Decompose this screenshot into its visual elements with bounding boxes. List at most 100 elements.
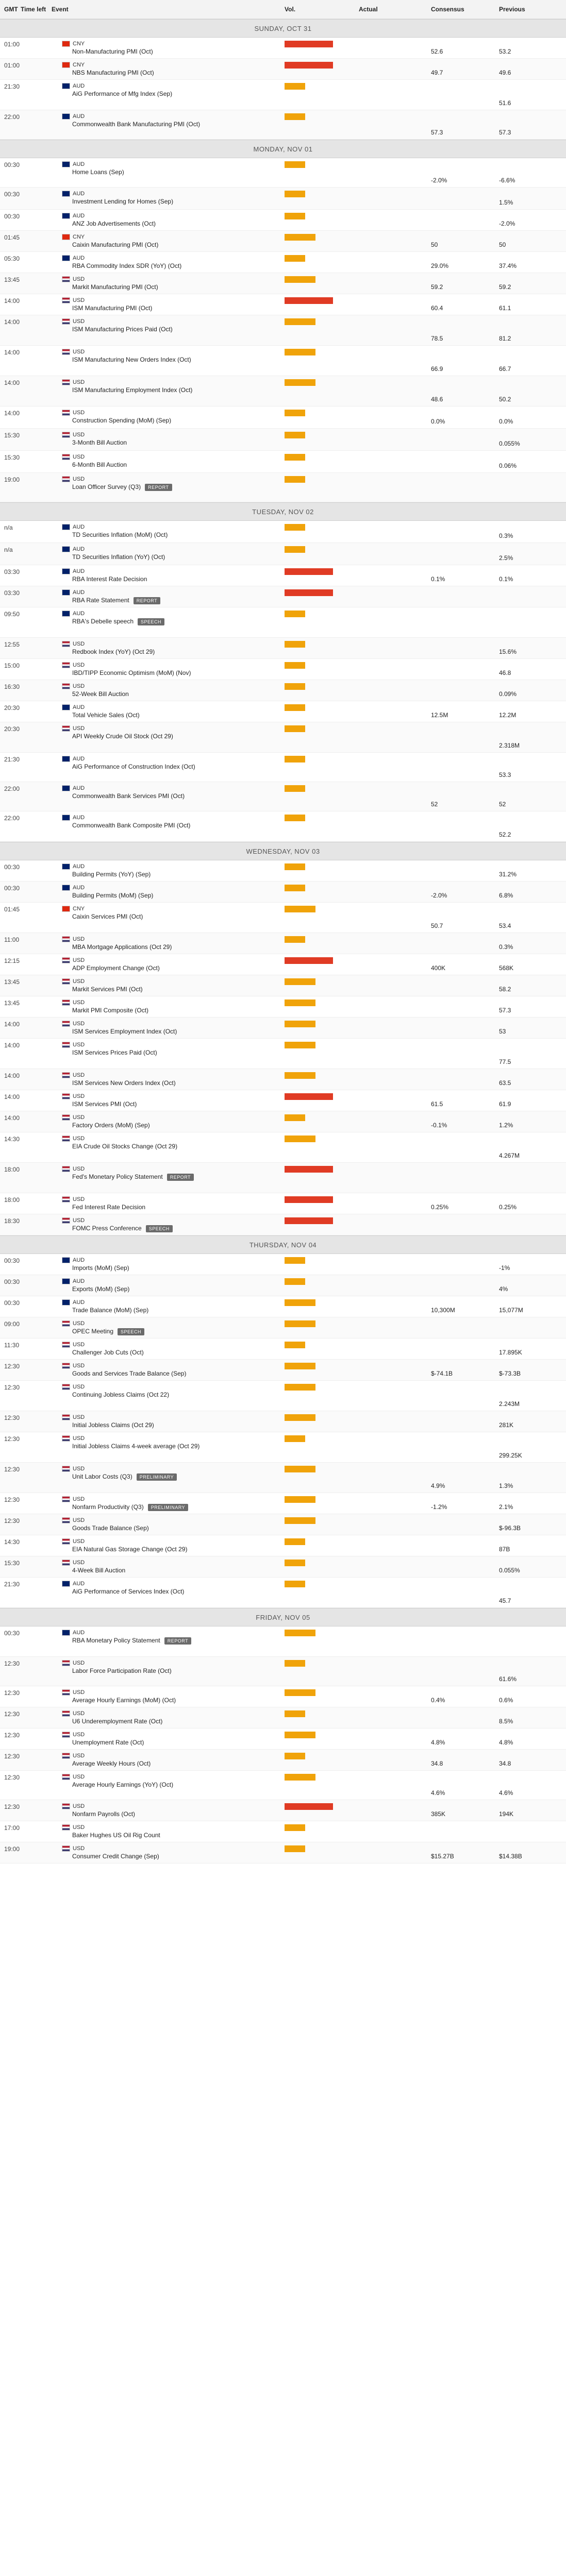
event-name[interactable]: 6-Month Bill Auction bbox=[72, 461, 127, 468]
header-actual[interactable]: Actual bbox=[359, 6, 378, 13]
event-row[interactable]: 03:30 AUD RBA Rate Statement REPORT bbox=[0, 586, 566, 607]
event-title[interactable]: FOMC Press Conference bbox=[72, 1225, 142, 1232]
event-name[interactable]: API Weekly Crude Oil Stock (Oct 29) bbox=[72, 733, 173, 740]
header-time-left[interactable]: Time left bbox=[21, 6, 46, 13]
event-row[interactable]: 19:00 USD Loan Officer Survey (Q3) REPORT bbox=[0, 473, 566, 502]
event-title[interactable]: Unemployment Rate (Oct) bbox=[72, 1739, 144, 1746]
event-row[interactable]: 20:30 USD API Weekly Crude Oil Stock (Oct … bbox=[0, 722, 566, 753]
event-row[interactable]: 12:30 USD Labor Force Participation Rate (… bbox=[0, 1657, 566, 1686]
event-row[interactable]: 12:30 USD Average Hourly Earnings (MoM) (O… bbox=[0, 1686, 566, 1707]
event-name[interactable]: Non-Manufacturing PMI (Oct) bbox=[72, 48, 153, 55]
event-title[interactable]: MBA Mortgage Applications (Oct 29) bbox=[72, 943, 172, 951]
event-row[interactable]: 00:30 AUD Home Loans (Sep) -2.0% -6.6% bbox=[0, 158, 566, 188]
event-title[interactable]: Building Permits (YoY) (Sep) bbox=[72, 871, 151, 878]
event-title[interactable]: Initial Jobless Claims (Oct 29) bbox=[72, 1421, 154, 1429]
event-row[interactable]: 15:00 USD IBD/TIPP Economic Optimism (MoM)… bbox=[0, 659, 566, 680]
event-row[interactable]: 01:45 CNY Caixin Manufacturing PMI (Oct) 50… bbox=[0, 231, 566, 252]
event-title[interactable]: TD Securities Inflation (MoM) (Oct) bbox=[72, 531, 168, 538]
event-row[interactable]: 12:30 USD Unemployment Rate (Oct) 4.8% 4.8% bbox=[0, 1728, 566, 1750]
event-row[interactable]: 00:30 AUD Exports (MoM) (Sep) 4% bbox=[0, 1275, 566, 1296]
event-row[interactable]: 12:30 USD Average Weekly Hours (Oct) 34.8 34… bbox=[0, 1750, 566, 1771]
event-name[interactable]: Home Loans (Sep) bbox=[72, 168, 124, 176]
event-title[interactable]: ISM Services PMI (Oct) bbox=[72, 1100, 137, 1108]
event-name[interactable]: Nonfarm Productivity (Q3) PRELIMINARY bbox=[72, 1503, 189, 1511]
event-name[interactable]: MBA Mortgage Applications (Oct 29) bbox=[72, 943, 172, 951]
event-row[interactable]: 12:30 USD Unit Labor Costs (Q3) PRELIMINARY… bbox=[0, 1463, 566, 1493]
event-title[interactable]: Markit Services PMI (Oct) bbox=[72, 986, 143, 993]
event-name[interactable]: ISM Services PMI (Oct) bbox=[72, 1100, 137, 1108]
event-name[interactable]: Initial Jobless Claims 4-week average (O… bbox=[72, 1443, 199, 1450]
event-name[interactable]: Goods Trade Balance (Sep) bbox=[72, 1524, 149, 1532]
event-title[interactable]: Commonwealth Bank Manufacturing PMI (Oct… bbox=[72, 121, 201, 128]
event-name[interactable]: 52-Week Bill Auction bbox=[72, 690, 129, 698]
event-name[interactable]: Fed Interest Rate Decision bbox=[72, 1204, 145, 1211]
event-title[interactable]: Fed Interest Rate Decision bbox=[72, 1204, 146, 1211]
event-name[interactable]: ISM Manufacturing Prices Paid (Oct) bbox=[72, 326, 173, 333]
event-title[interactable]: Initial Jobless Claims 4-week average (O… bbox=[72, 1443, 200, 1450]
event-row[interactable]: 22:00 AUD Commonwealth Bank Composite PMI … bbox=[0, 811, 566, 842]
event-row[interactable]: 13:45 USD Markit PMI Composite (Oct) 57.3 bbox=[0, 996, 566, 1018]
event-name[interactable]: Nonfarm Payrolls (Oct) bbox=[72, 1810, 135, 1818]
event-name[interactable]: 3-Month Bill Auction bbox=[72, 439, 127, 446]
event-row[interactable]: 22:00 AUD Commonwealth Bank Manufacturing … bbox=[0, 110, 566, 140]
event-name[interactable]: Total Vehicle Sales (Oct) bbox=[72, 711, 140, 719]
event-title[interactable]: 6-Month Bill Auction bbox=[72, 461, 127, 468]
event-name[interactable]: ISM Services Prices Paid (Oct) bbox=[72, 1049, 157, 1056]
event-title[interactable]: Unit Labor Costs (Q3) bbox=[72, 1473, 132, 1480]
event-name[interactable]: Unit Labor Costs (Q3) PRELIMINARY bbox=[72, 1473, 177, 1481]
event-name[interactable]: Redbook Index (YoY) (Oct 29) bbox=[72, 648, 155, 655]
event-row[interactable]: 01:00 CNY Non-Manufacturing PMI (Oct) 52.6 5… bbox=[0, 38, 566, 59]
event-title[interactable]: Consumer Credit Change (Sep) bbox=[72, 1853, 159, 1860]
event-row[interactable]: 12:30 USD Nonfarm Payrolls (Oct) 385K 194K bbox=[0, 1800, 566, 1821]
event-name[interactable]: Challenger Job Cuts (Oct) bbox=[72, 1349, 144, 1356]
event-title[interactable]: Commonwealth Bank Composite PMI (Oct) bbox=[72, 822, 191, 829]
event-title[interactable]: Labor Force Participation Rate (Oct) bbox=[72, 1667, 172, 1674]
event-row[interactable]: 00:30 AUD ANZ Job Advertisements (Oct) -2.0… bbox=[0, 210, 566, 231]
event-title[interactable]: Markit Manufacturing PMI (Oct) bbox=[72, 283, 158, 291]
event-title[interactable]: Nonfarm Productivity (Q3) bbox=[72, 1503, 144, 1511]
event-title[interactable]: Commonwealth Bank Services PMI (Oct) bbox=[72, 792, 185, 800]
event-row[interactable]: 13:45 USD Markit Services PMI (Oct) 58.2 bbox=[0, 975, 566, 996]
event-name[interactable]: Unemployment Rate (Oct) bbox=[72, 1739, 144, 1746]
header-vol[interactable]: Vol. bbox=[285, 6, 296, 13]
event-row[interactable]: 09:00 USD OPEC Meeting SPEECH bbox=[0, 1317, 566, 1338]
event-title[interactable]: 52-Week Bill Auction bbox=[72, 690, 129, 698]
event-name[interactable]: RBA Monetary Policy Statement REPORT bbox=[72, 1637, 192, 1645]
event-title[interactable]: Continuing Jobless Claims (Oct 22) bbox=[72, 1391, 170, 1398]
event-row[interactable]: 11:30 USD Challenger Job Cuts (Oct) 17.895K bbox=[0, 1338, 566, 1360]
event-name[interactable]: TD Securities Inflation (YoY) (Oct) bbox=[72, 553, 165, 561]
event-row[interactable]: 14:30 USD EIA Crude Oil Stocks Change (Oct… bbox=[0, 1132, 566, 1163]
event-title[interactable]: EIA Crude Oil Stocks Change (Oct 29) bbox=[72, 1143, 178, 1150]
event-row[interactable]: 12:30 USD Average Hourly Earnings (YoY) (O… bbox=[0, 1771, 566, 1800]
event-row[interactable]: 20:30 AUD Total Vehicle Sales (Oct) 12.5M 12… bbox=[0, 701, 566, 722]
event-row[interactable]: 21:30 AUD AiG Performance of Construction … bbox=[0, 753, 566, 782]
event-name[interactable]: RBA Rate Statement REPORT bbox=[72, 597, 161, 604]
event-row[interactable]: 12:30 USD U6 Underemployment Rate (Oct) 8.5… bbox=[0, 1707, 566, 1728]
event-name[interactable]: Average Weekly Hours (Oct) bbox=[72, 1760, 151, 1767]
event-name[interactable]: Baker Hughes US Oil Rig Count bbox=[72, 1832, 160, 1839]
event-title[interactable]: ISM Manufacturing Prices Paid (Oct) bbox=[72, 326, 173, 333]
event-row[interactable]: 12:30 USD Initial Jobless Claims 4-week av… bbox=[0, 1432, 566, 1463]
event-title[interactable]: TD Securities Inflation (YoY) (Oct) bbox=[72, 553, 165, 561]
event-row[interactable]: 16:30 USD 52-Week Bill Auction 0.09% bbox=[0, 680, 566, 701]
event-name[interactable]: Fed's Monetary Policy Statement REPORT bbox=[72, 1173, 194, 1181]
event-row[interactable]: 01:00 CNY NBS Manufacturing PMI (Oct) 49.7 4… bbox=[0, 59, 566, 80]
event-title[interactable]: Caixin Manufacturing PMI (Oct) bbox=[72, 241, 159, 248]
event-row[interactable]: 17:00 USD Baker Hughes US Oil Rig Count bbox=[0, 1821, 566, 1842]
event-title[interactable]: AiG Performance of Services Index (Oct) bbox=[72, 1588, 185, 1595]
event-title[interactable]: ISM Manufacturing New Orders Index (Oct) bbox=[72, 356, 191, 363]
event-row[interactable]: 00:30 AUD Building Permits (YoY) (Sep) 31.2… bbox=[0, 860, 566, 882]
event-title[interactable]: Non-Manufacturing PMI (Oct) bbox=[72, 48, 153, 55]
event-row[interactable]: 12:55 USD Redbook Index (YoY) (Oct 29) 15.6… bbox=[0, 638, 566, 659]
event-title[interactable]: Redbook Index (YoY) (Oct 29) bbox=[72, 648, 155, 655]
event-row[interactable]: 05:30 AUD RBA Commodity Index SDR (YoY) (O… bbox=[0, 252, 566, 273]
event-title[interactable]: IBD/TIPP Economic Optimism (MoM) (Nov) bbox=[72, 669, 191, 676]
event-row[interactable]: 14:00 USD ISM Manufacturing Prices Paid (O… bbox=[0, 315, 566, 346]
event-name[interactable]: NBS Manufacturing PMI (Oct) bbox=[72, 69, 154, 76]
event-name[interactable]: RBA Commodity Index SDR (YoY) (Oct) bbox=[72, 262, 181, 269]
event-name[interactable]: ISM Services Employment Index (Oct) bbox=[72, 1028, 177, 1035]
event-title[interactable]: ISM Manufacturing Employment Index (Oct) bbox=[72, 386, 193, 394]
event-title[interactable]: Trade Balance (MoM) (Sep) bbox=[72, 1307, 149, 1314]
event-name[interactable]: Average Hourly Earnings (MoM) (Oct) bbox=[72, 1697, 176, 1704]
event-row[interactable]: 12:30 USD Continuing Jobless Claims (Oct 2… bbox=[0, 1381, 566, 1411]
